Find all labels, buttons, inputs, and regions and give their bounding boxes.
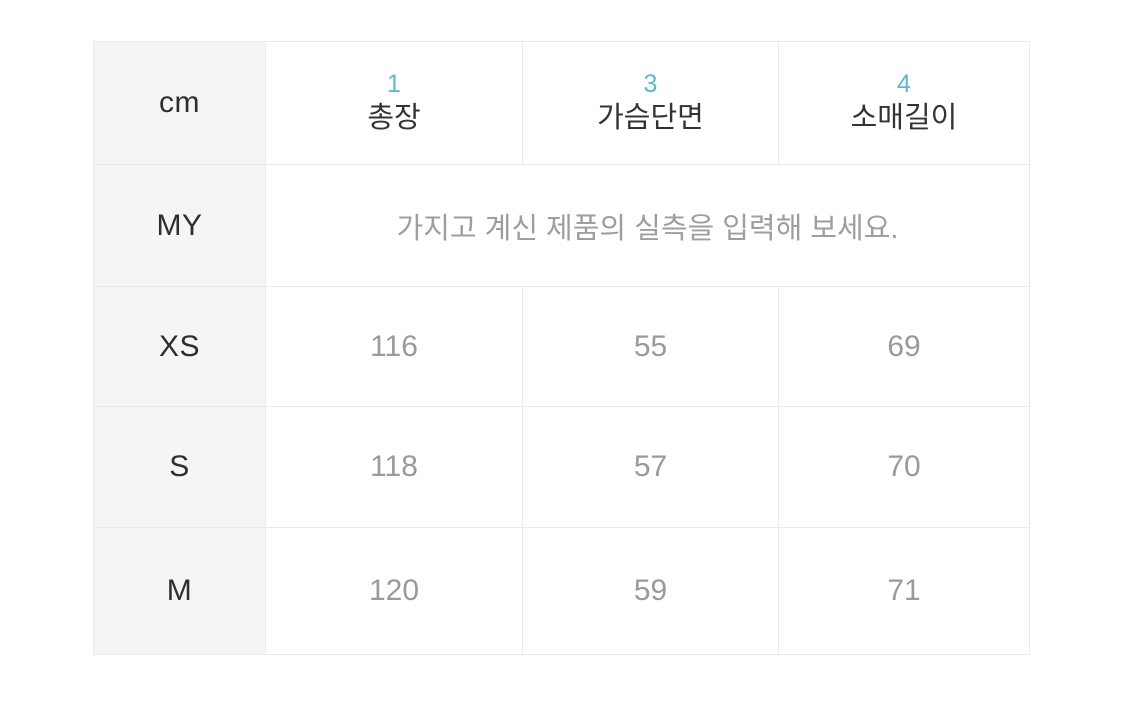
column-header-chongjang: 1 총장 xyxy=(265,41,523,165)
value-xs-chest-width: 55 xyxy=(522,286,779,407)
value-xs-sleeve-length: 69 xyxy=(778,286,1030,407)
column-header-sleeve: 4 소매길이 xyxy=(778,41,1030,165)
column-number: 1 xyxy=(387,69,401,98)
value-xs-total-length: 116 xyxy=(265,286,523,407)
my-measurement-input-cell[interactable]: 가지고 계신 제품의 실측을 입력해 보세요. xyxy=(265,164,1030,287)
column-number: 4 xyxy=(897,69,911,98)
my-size-row: MY 가지고 계신 제품의 실측을 입력해 보세요. xyxy=(93,164,1030,287)
column-label-total-length: 총장 xyxy=(367,102,421,135)
size-label-xs: XS xyxy=(93,286,266,407)
header-row: cm 1 총장 3 가슴단면 4 소매길이 xyxy=(93,41,1030,165)
column-label-chest-width: 가슴단면 xyxy=(597,102,704,135)
size-row-xs: XS 116 55 69 xyxy=(93,286,1030,407)
value-s-total-length: 118 xyxy=(265,406,523,528)
size-label-m: M xyxy=(93,527,266,655)
value-s-chest-width: 57 xyxy=(522,406,779,528)
my-row-label-cell: MY xyxy=(93,164,266,287)
unit-label-cell: cm xyxy=(93,41,266,165)
value-m-chest-width: 59 xyxy=(522,527,779,655)
value-m-total-length: 120 xyxy=(265,527,523,655)
size-row-s: S 118 57 70 xyxy=(93,406,1030,528)
size-row-m: M 120 59 71 xyxy=(93,527,1030,655)
value-m-sleeve-length: 71 xyxy=(778,527,1030,655)
value-s-sleeve-length: 70 xyxy=(778,406,1030,528)
column-number: 3 xyxy=(643,69,658,98)
size-chart-table: cm 1 총장 3 가슴단면 4 소매길이 MY 가지고 계신 제품의 실측을 … xyxy=(93,41,1030,655)
size-label-s: S xyxy=(93,406,266,528)
column-label-sleeve-length: 소매길이 xyxy=(850,102,958,135)
column-header-chest: 3 가슴단면 xyxy=(522,41,779,165)
